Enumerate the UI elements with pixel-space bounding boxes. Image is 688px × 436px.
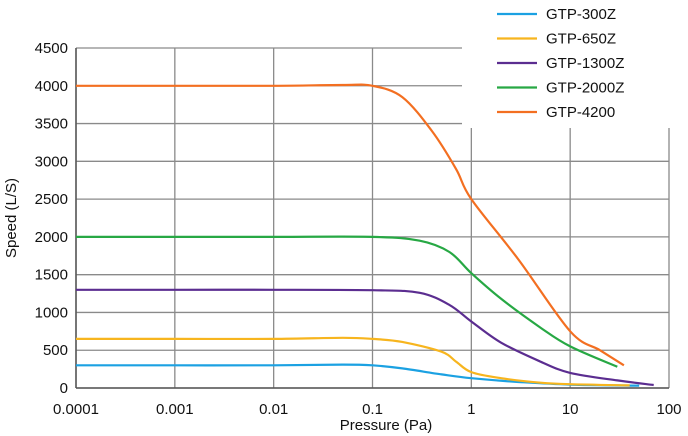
legend-label-gtp-650z: GTP-650Z	[546, 31, 616, 48]
legend-label-gtp-4200: GTP-4200	[546, 104, 615, 121]
y-tick-label: 2000	[35, 229, 68, 246]
x-tick-label: 0.0001	[53, 401, 99, 418]
series-line-gtp-1300z	[76, 288, 654, 387]
series-lines	[75, 83, 654, 387]
y-tick-label: 0	[60, 380, 68, 397]
x-tick-label: 0.1	[362, 401, 383, 418]
legend: GTP-300Z GTP-650Z GTP-1300Z GTP-2000Z GTP-42…	[462, 0, 688, 128]
y-tick-label: 3000	[35, 153, 68, 170]
x-tick-label: 0.001	[156, 401, 194, 418]
legend-label-gtp-1300z: GTP-1300Z	[546, 55, 624, 72]
y-tick-label: 1500	[35, 267, 68, 284]
x-tick-label: 10	[562, 401, 579, 418]
series-line-gtp-4200	[76, 83, 625, 367]
y-tick-label: 2500	[35, 191, 68, 208]
y-tick-label: 3500	[35, 116, 68, 133]
tick-labels: 0 500 1000 1500 2000 2500 3000 3500 4000 4500 0.00…	[35, 40, 682, 418]
y-tick-label: 4000	[35, 78, 68, 95]
x-tick-label: 1	[467, 401, 475, 418]
series-line-gtp-2000z	[76, 235, 618, 368]
series-line-gtp-650z	[75, 336, 630, 387]
x-tick-label: 0.01	[259, 401, 288, 418]
legend-label-gtp-300z: GTP-300Z	[546, 6, 616, 23]
grid	[75, 47, 670, 389]
x-tick-label: 100	[656, 401, 681, 418]
y-axis-label: Speed (L/S)	[3, 178, 20, 258]
x-axis-label: Pressure (Pa)	[340, 417, 433, 434]
y-tick-label: 1000	[35, 304, 68, 321]
y-tick-label: 500	[43, 342, 68, 359]
legend-label-gtp-2000z: GTP-2000Z	[546, 80, 624, 97]
y-tick-label: 4500	[35, 40, 68, 57]
